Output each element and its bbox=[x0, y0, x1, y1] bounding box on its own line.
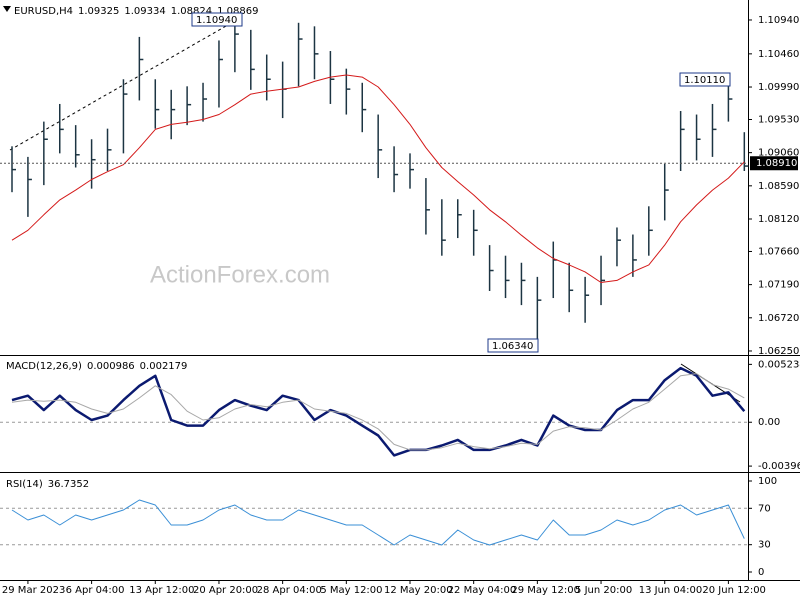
y-tick-label: 1.06720 bbox=[758, 313, 799, 324]
price-annotation-box bbox=[679, 72, 731, 87]
y-tick-label: 1.09060 bbox=[758, 148, 799, 159]
x-tick-label: 6 Apr 04:00 bbox=[66, 585, 125, 596]
header-open: 1.09325 bbox=[78, 6, 119, 17]
y-tick-label: -0.003966 bbox=[758, 461, 800, 472]
indicator-line bbox=[11, 366, 746, 457]
indicator-line bbox=[11, 373, 745, 451]
x-tick-label: 13 Jun 04:00 bbox=[639, 585, 703, 596]
moving-average bbox=[11, 74, 745, 283]
x-tick-label: 20 Apr 20:00 bbox=[193, 585, 258, 596]
y-tick-label: 1.10940 bbox=[758, 15, 799, 26]
collapse-icon bbox=[3, 6, 11, 12]
y-tick-label: 70 bbox=[758, 503, 771, 514]
x-tick-label: 20 Jun 12:00 bbox=[702, 585, 766, 596]
indicator-line bbox=[11, 499, 745, 546]
y-tick-label: 1.10460 bbox=[758, 49, 799, 60]
symbol-header: EURUSD,H4 1.09325 1.09334 1.08824 1.08869 bbox=[14, 6, 258, 17]
y-tick-label: 0.00 bbox=[758, 417, 780, 428]
y-tick-label: 1.06250 bbox=[758, 346, 799, 357]
y-tick-label: 1.08120 bbox=[758, 214, 799, 225]
last-price-box bbox=[750, 156, 798, 171]
x-tick-label: 29 Mar 2023 bbox=[2, 585, 65, 596]
symbol: EURUSD,H4 bbox=[14, 6, 73, 17]
y-tick-label: 1.09990 bbox=[758, 82, 799, 93]
rsi-header: RSI(14) 36.7352 bbox=[6, 479, 89, 490]
price-annotation-box bbox=[487, 338, 539, 353]
y-tick-label: 1.09530 bbox=[758, 114, 799, 125]
y-tick-label: 1.07660 bbox=[758, 246, 799, 257]
header-high: 1.09334 bbox=[124, 6, 165, 17]
last-price-label: 1.08910 bbox=[756, 158, 797, 169]
y-tick-label: 0 bbox=[758, 567, 764, 578]
y-tick-label: 30 bbox=[758, 540, 771, 551]
y-tick-label: 0.005234 bbox=[758, 359, 800, 370]
price-annotation: 1.06340 bbox=[492, 341, 533, 352]
rsi-value: 36.7352 bbox=[48, 479, 89, 490]
x-tick-label: 29 May 12:00 bbox=[511, 585, 580, 596]
macd-header: MACD(12,26,9) 0.000986 0.002179 bbox=[6, 361, 187, 372]
x-tick-label: 13 Apr 12:00 bbox=[129, 585, 194, 596]
macd-title: MACD(12,26,9) bbox=[6, 361, 82, 372]
header-close: 1.08869 bbox=[217, 6, 258, 17]
price-annotation-box bbox=[191, 12, 243, 27]
trend-line bbox=[9, 17, 241, 151]
x-tick-label: 5 May 12:00 bbox=[320, 585, 382, 596]
price-annotation: 1.10940 bbox=[196, 15, 237, 26]
watermark: ActionForex.com bbox=[150, 261, 330, 288]
x-tick-label: 5 Jun 20:00 bbox=[575, 585, 632, 596]
price-annotation: 1.10110 bbox=[684, 75, 725, 86]
y-tick-label: 1.07190 bbox=[758, 280, 799, 291]
header-low: 1.08824 bbox=[171, 6, 212, 17]
macd-main-value: 0.000986 bbox=[87, 361, 135, 372]
x-tick-label: 12 May 20:00 bbox=[384, 585, 453, 596]
rsi-title: RSI(14) bbox=[6, 479, 43, 490]
x-tick-label: 28 Apr 04:00 bbox=[257, 585, 322, 596]
x-tick-label: 22 May 04:00 bbox=[448, 585, 517, 596]
macd-signal-value: 0.002179 bbox=[140, 361, 188, 372]
y-tick-label: 100 bbox=[758, 476, 777, 487]
y-tick-label: 1.08590 bbox=[758, 181, 799, 192]
